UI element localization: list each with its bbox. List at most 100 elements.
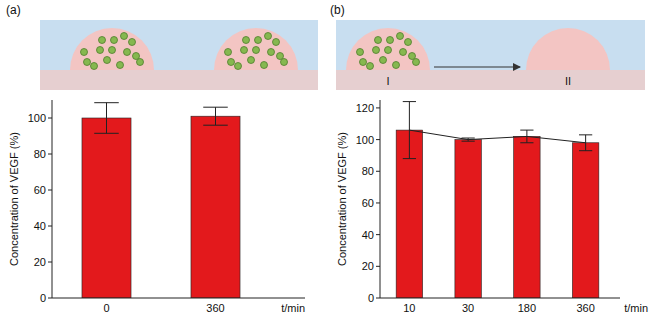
y-tick <box>376 139 380 140</box>
particle <box>97 47 104 54</box>
error-bar <box>462 138 475 141</box>
error-bar <box>520 130 533 143</box>
particle <box>104 57 111 64</box>
x-tick-label: 10 <box>403 302 415 314</box>
particle <box>261 62 268 69</box>
droplet-label: II <box>565 75 571 87</box>
particle <box>393 62 400 69</box>
particle <box>241 47 248 54</box>
medium <box>40 20 318 70</box>
error-stem <box>409 102 410 159</box>
error-cap <box>94 133 119 134</box>
bar <box>514 136 540 298</box>
particle <box>84 59 91 66</box>
panel-letter: (a) <box>6 3 21 17</box>
x-tick-label: 0 <box>103 302 109 314</box>
droplet <box>70 28 154 70</box>
y-tick-label: 0 <box>368 292 374 304</box>
particle <box>81 49 88 56</box>
x-tick-label: 30 <box>462 302 474 314</box>
error-cap <box>203 125 228 126</box>
error-bar <box>403 102 416 159</box>
particle <box>387 37 394 44</box>
particle <box>357 49 364 56</box>
error-stem <box>526 130 527 143</box>
y-tick <box>376 171 380 172</box>
droplet <box>346 28 430 70</box>
particle <box>133 53 140 60</box>
substrate <box>40 70 318 90</box>
substrate <box>336 70 645 90</box>
y-tick-label: 0 <box>40 292 46 304</box>
error-cap <box>203 107 228 108</box>
particle <box>91 63 98 70</box>
particle <box>273 39 280 46</box>
y-tick <box>48 154 52 155</box>
bar <box>572 143 598 298</box>
error-bar <box>579 135 592 151</box>
y-tick-label: 40 <box>362 229 374 241</box>
x-tick-label: 360 <box>576 302 594 314</box>
particle <box>409 53 416 60</box>
particle <box>397 33 404 40</box>
particle <box>277 53 284 60</box>
error-cap <box>579 150 592 151</box>
y-tick <box>48 262 52 263</box>
bar <box>82 118 131 298</box>
error-cap <box>403 101 416 102</box>
particle <box>111 37 118 44</box>
schematic <box>40 20 318 90</box>
particle <box>99 37 106 44</box>
particle <box>121 33 128 40</box>
particle <box>228 59 235 66</box>
particle <box>129 39 136 46</box>
particle <box>400 49 407 56</box>
y-tick-label: 20 <box>362 260 374 272</box>
particle <box>109 47 116 54</box>
y-axis-title: Concentration of VEGF (%) <box>8 132 20 266</box>
chart: 0204060801001201030180360t/minConcentrat… <box>336 100 648 314</box>
particle <box>124 49 131 56</box>
error-cap <box>403 158 416 159</box>
y-tick-label: 80 <box>34 148 46 160</box>
x-axis <box>380 298 620 299</box>
marks <box>82 103 240 298</box>
y-tick-label: 60 <box>362 197 374 209</box>
trend-line <box>409 130 585 143</box>
y-tick <box>376 202 380 203</box>
error-bar <box>94 103 119 134</box>
error-cap <box>520 142 533 143</box>
particle <box>375 37 382 44</box>
y-tick <box>376 234 380 235</box>
medium <box>336 20 645 70</box>
y-tick-label: 120 <box>356 102 374 114</box>
y-axis <box>52 100 53 298</box>
bar <box>191 116 240 298</box>
x-axis-title: t/min <box>624 302 648 314</box>
bar <box>455 140 481 298</box>
x-tick-label: 180 <box>518 302 536 314</box>
y-tick <box>376 107 380 108</box>
particle <box>243 37 250 44</box>
x-tick-label: 360 <box>206 302 224 314</box>
error-cap <box>462 141 475 142</box>
y-tick-label: 80 <box>362 165 374 177</box>
particle <box>248 57 255 64</box>
particle <box>373 47 380 54</box>
panel-letter: (b) <box>330 3 345 17</box>
y-tick-label: 100 <box>28 112 46 124</box>
y-tick <box>48 298 52 299</box>
x-axis-title: t/min <box>281 302 305 314</box>
figure: (a)0204060801000360t/minConcentration of… <box>0 0 653 324</box>
y-tick <box>48 118 52 119</box>
y-tick-label: 100 <box>356 134 374 146</box>
particle <box>405 39 412 46</box>
y-tick-label: 60 <box>34 184 46 196</box>
error-cap <box>94 102 119 103</box>
y-axis <box>380 100 381 298</box>
droplet <box>214 28 298 70</box>
error-cap <box>520 130 533 131</box>
marks <box>396 102 599 298</box>
error-cap <box>462 138 475 139</box>
y-tick-label: 20 <box>34 256 46 268</box>
